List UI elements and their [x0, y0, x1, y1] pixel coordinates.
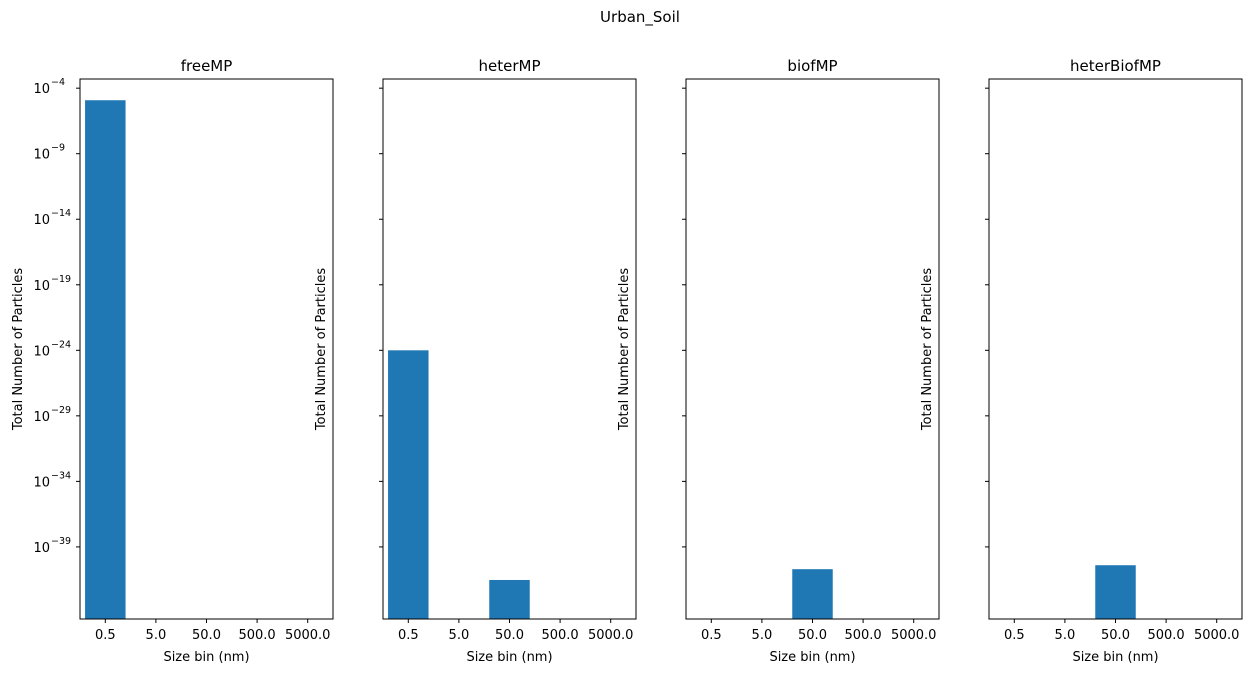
- x-tick-label-biofMP-500.0: 500.0: [844, 628, 881, 643]
- y-tick-label-base--4: 10: [33, 82, 50, 97]
- subplot-title-heterMP: heterMP: [479, 57, 541, 75]
- x-axis-label-heterMP: Size bin (nm): [466, 650, 552, 665]
- y-tick-label-exp--39: −39: [51, 536, 71, 547]
- x-tick-label-heterBiofMP-5000.0: 5000.0: [1194, 628, 1240, 643]
- x-tick-label-freeMP-500.0: 500.0: [238, 628, 275, 643]
- bar-heterMP-50.0: [489, 579, 530, 619]
- x-tick-label-biofMP-0.5: 0.5: [701, 628, 722, 643]
- y-axis-label-freeMP: Total Number of Particles: [11, 268, 26, 432]
- y-axis-label-biofMP: Total Number of Particles: [617, 268, 632, 432]
- y-tick-label-base--39: 10: [33, 541, 50, 556]
- y-tick-label-base--29: 10: [33, 410, 50, 425]
- x-tick-label-heterMP-50.0: 50.0: [495, 628, 524, 643]
- x-tick-label-freeMP-5.0: 5.0: [146, 628, 167, 643]
- figure-title: Urban_Soil: [600, 8, 680, 27]
- x-tick-label-heterBiofMP-500.0: 500.0: [1147, 628, 1184, 643]
- y-tick-label-exp--19: −19: [51, 274, 71, 285]
- axes-frame-biofMP: [685, 78, 940, 620]
- y-tick-label-exp--29: −29: [51, 405, 71, 416]
- subplot-title-biofMP: biofMP: [787, 57, 837, 75]
- x-axis-label-heterBiofMP: Size bin (nm): [1072, 650, 1158, 665]
- x-tick-label-biofMP-50.0: 50.0: [798, 628, 827, 643]
- x-tick-label-heterBiofMP-5.0: 5.0: [1055, 628, 1076, 643]
- x-tick-label-heterMP-500.0: 500.0: [541, 628, 578, 643]
- y-tick-label-exp--14: −14: [51, 208, 71, 219]
- y-tick-label-base--24: 10: [33, 344, 50, 359]
- x-tick-label-heterBiofMP-0.5: 0.5: [1004, 628, 1025, 643]
- axes-frame-heterBiofMP: [988, 78, 1243, 620]
- y-tick-label-exp--34: −34: [51, 470, 71, 481]
- bar-biofMP-50.0: [792, 569, 833, 619]
- subplot-title-heterBiofMP: heterBiofMP: [1070, 57, 1161, 75]
- x-tick-label-freeMP-5000.0: 5000.0: [285, 628, 331, 643]
- y-tick-label-base--34: 10: [33, 475, 50, 490]
- y-axis-label-heterBiofMP: Total Number of Particles: [920, 268, 935, 432]
- x-tick-label-heterMP-5.0: 5.0: [449, 628, 470, 643]
- bar-heterBiofMP-50.0: [1095, 565, 1136, 619]
- bar-heterMP-0.5: [388, 350, 429, 619]
- x-axis-label-freeMP: Size bin (nm): [163, 650, 249, 665]
- y-tick-label-exp--9: −9: [51, 143, 65, 154]
- x-tick-label-freeMP-0.5: 0.5: [95, 628, 116, 643]
- y-tick-label-base--14: 10: [33, 213, 50, 228]
- subplot-title-freeMP: freeMP: [181, 57, 233, 75]
- y-tick-label-exp--4: −4: [51, 77, 65, 88]
- y-tick-label-exp--24: −24: [51, 339, 71, 350]
- y-tick-label-base--19: 10: [33, 279, 50, 294]
- bar-freeMP-0.5: [85, 100, 126, 619]
- y-tick-label-base--9: 10: [33, 148, 50, 163]
- y-axis-label-heterMP: Total Number of Particles: [314, 268, 329, 432]
- x-tick-label-biofMP-5000.0: 5000.0: [891, 628, 937, 643]
- x-axis-label-biofMP: Size bin (nm): [769, 650, 855, 665]
- x-tick-label-heterMP-0.5: 0.5: [398, 628, 419, 643]
- x-tick-label-heterMP-5000.0: 5000.0: [588, 628, 634, 643]
- x-tick-label-biofMP-5.0: 5.0: [752, 628, 773, 643]
- x-tick-label-heterBiofMP-50.0: 50.0: [1101, 628, 1130, 643]
- x-tick-label-freeMP-50.0: 50.0: [192, 628, 221, 643]
